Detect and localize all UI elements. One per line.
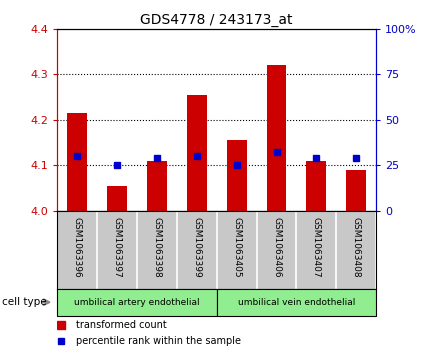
Text: GSM1063396: GSM1063396	[73, 217, 82, 278]
Text: umbilical artery endothelial: umbilical artery endothelial	[74, 298, 200, 307]
Text: GSM1063397: GSM1063397	[113, 217, 122, 278]
Text: transformed count: transformed count	[76, 320, 167, 330]
Text: GSM1063399: GSM1063399	[193, 217, 201, 278]
Bar	[57, 289, 217, 316]
Text: GSM1063405: GSM1063405	[232, 217, 241, 277]
Text: cell type: cell type	[2, 297, 47, 307]
Bar	[67, 113, 87, 211]
Bar	[227, 140, 246, 211]
Text: GSM1063408: GSM1063408	[352, 217, 361, 277]
Bar	[217, 289, 376, 316]
Bar	[306, 160, 326, 211]
Text: percentile rank within the sample: percentile rank within the sample	[76, 336, 241, 346]
Text: umbilical vein endothelial: umbilical vein endothelial	[238, 298, 355, 307]
Bar	[187, 95, 207, 211]
Title: GDS4778 / 243173_at: GDS4778 / 243173_at	[141, 13, 293, 26]
Text: GSM1063407: GSM1063407	[312, 217, 321, 277]
Bar	[147, 160, 167, 211]
Bar	[266, 65, 286, 211]
Bar	[346, 170, 366, 211]
Text: GSM1063406: GSM1063406	[272, 217, 281, 277]
Bar	[107, 185, 127, 211]
Text: GSM1063398: GSM1063398	[153, 217, 162, 278]
